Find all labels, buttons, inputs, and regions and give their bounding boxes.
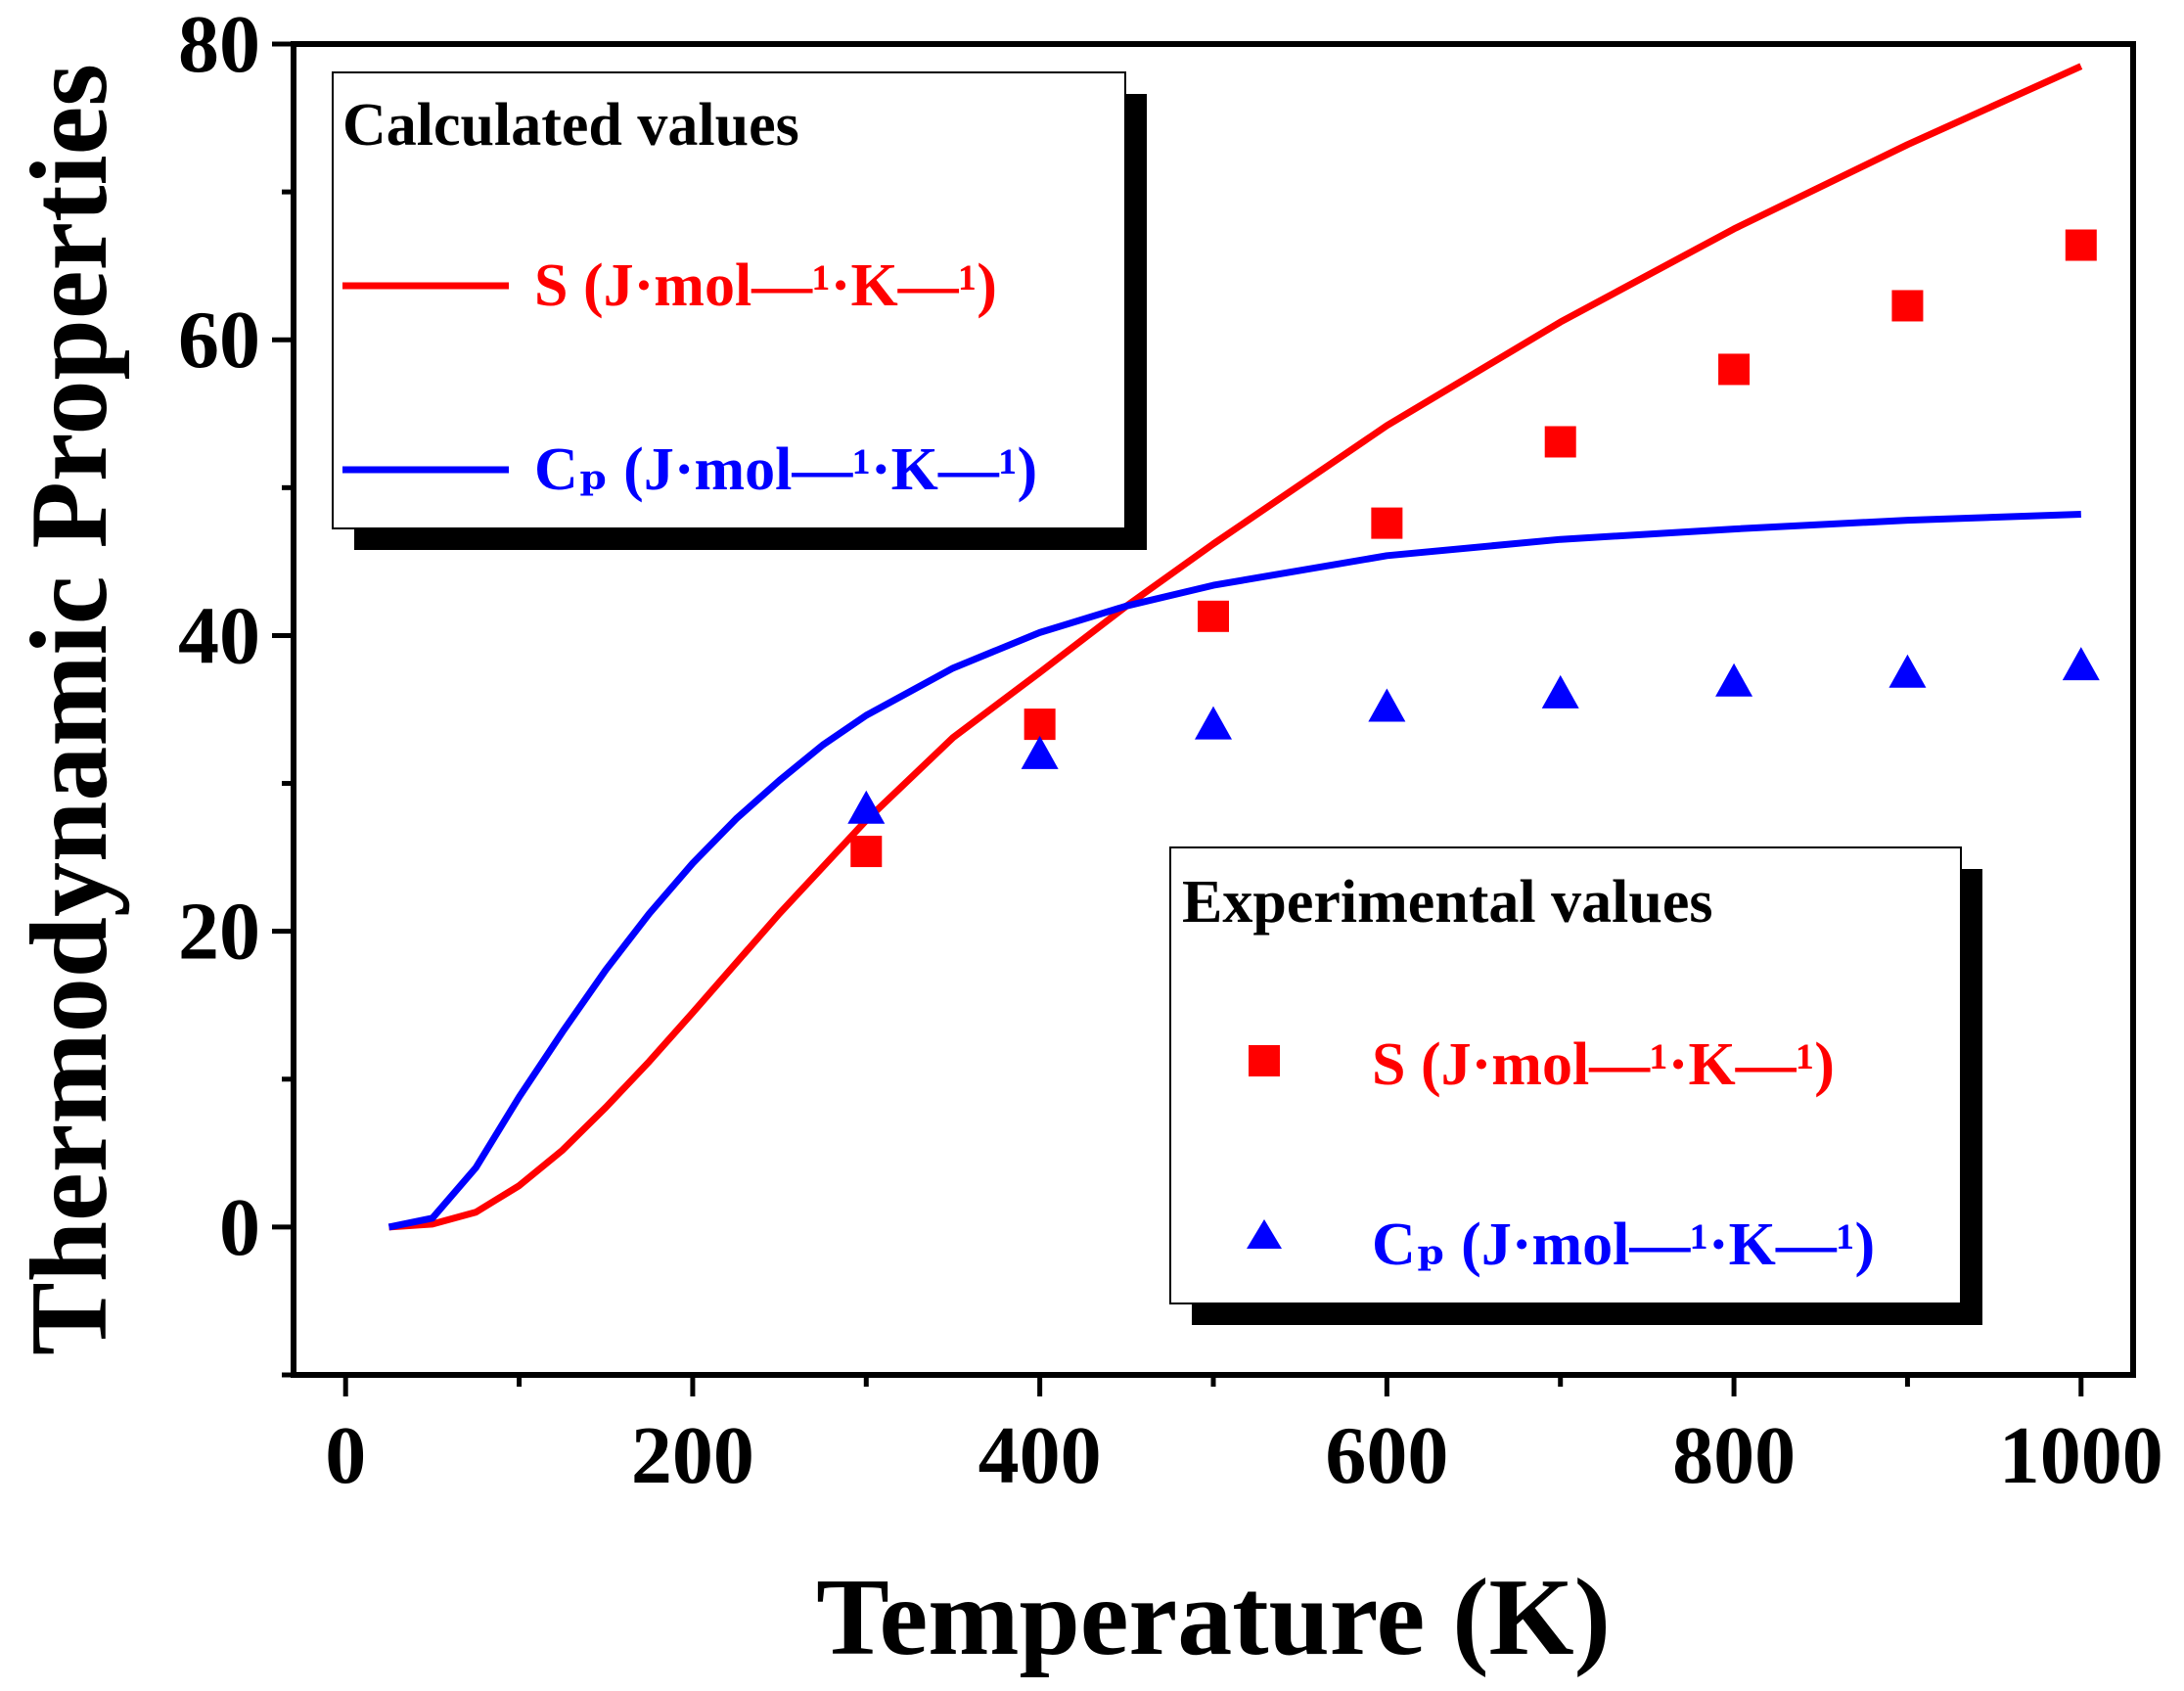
- x-tick-label: 1000: [1999, 1410, 2163, 1501]
- x-tick-label: 800: [1672, 1410, 1796, 1501]
- y-axis-title: Thermodynamic Properties: [9, 64, 130, 1355]
- legend-title: Experimental values: [1182, 869, 1712, 936]
- legend-label-cp: Cₚ (J·mol—¹·K—¹): [1372, 1211, 1875, 1278]
- data-point-triangle: [1888, 654, 1927, 688]
- x-tick-label: 0: [325, 1410, 366, 1501]
- legend-experimental: Experimental values S (J·mol—¹·K—¹) Cₚ (…: [1169, 846, 1982, 1325]
- x-tick-label: 600: [1325, 1410, 1448, 1501]
- data-point-triangle: [1021, 735, 1059, 769]
- data-point-square: [1891, 290, 1924, 322]
- data-point-triangle: [847, 790, 886, 824]
- series-line-cp: [387, 511, 2081, 1231]
- x-tick-label: 200: [631, 1410, 754, 1501]
- y-tick-label: 20: [178, 887, 260, 978]
- legend-triangle-marker: [1247, 1219, 1282, 1249]
- data-point-triangle: [1715, 663, 1753, 697]
- y-tick-label: 0: [219, 1182, 260, 1273]
- tick-labels: 0 200 400 600 800 1000 0 20 40 60 80: [178, 0, 2163, 1501]
- legend-label-s: S (J·mol—¹·K—¹): [1372, 1031, 1835, 1098]
- data-point-triangle: [1541, 674, 1579, 708]
- data-point-square: [1198, 600, 1229, 632]
- data-point-square: [1718, 353, 1751, 386]
- legend-label-cp: Cₚ (J·mol—¹·K—¹): [534, 436, 1037, 503]
- series-layer: [387, 63, 2100, 1231]
- legend-label-s: S (J·mol—¹·K—¹): [534, 252, 997, 319]
- data-point-triangle: [1195, 706, 1232, 740]
- data-point-triangle: [1368, 688, 1406, 722]
- data-point-square: [2065, 229, 2097, 261]
- data-point-square: [1371, 507, 1403, 539]
- legend-box: [332, 71, 1126, 529]
- legend-square-marker: [1249, 1045, 1280, 1076]
- x-tick-label: 400: [978, 1410, 1102, 1501]
- legend-calculated: Calculated values S (J·mol—¹·K—¹) Cₚ (J·…: [332, 71, 1147, 550]
- data-point-square: [850, 836, 883, 868]
- data-point-square: [1024, 708, 1056, 741]
- plot-area: [387, 63, 2100, 1231]
- data-point-square: [1544, 426, 1576, 458]
- y-tick-label: 80: [178, 0, 260, 90]
- axes: [272, 41, 2136, 1396]
- y-tick-label: 40: [178, 590, 260, 681]
- legend-box: [1169, 846, 1962, 1304]
- data-point-triangle: [2062, 647, 2100, 681]
- x-axis-title: Temperature (K): [816, 1557, 1611, 1678]
- y-tick-label: 60: [178, 295, 260, 386]
- legend-title: Calculated values: [342, 92, 799, 159]
